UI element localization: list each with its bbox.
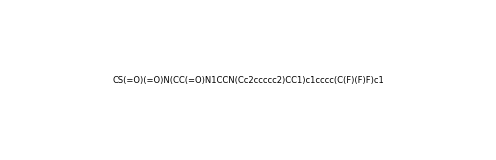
Text: CS(=O)(=O)N(CC(=O)N1CCN(Cc2ccccc2)CC1)c1cccc(C(F)(F)F)c1: CS(=O)(=O)N(CC(=O)N1CCN(Cc2ccccc2)CC1)c1… bbox=[112, 76, 384, 84]
